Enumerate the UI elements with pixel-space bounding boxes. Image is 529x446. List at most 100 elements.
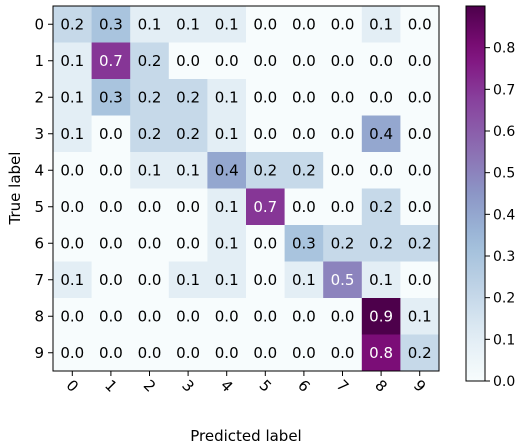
cell-value-label: 0.0	[292, 307, 316, 325]
cell-value-label: 0.0	[60, 161, 84, 179]
heatmap-cell	[91, 152, 131, 189]
x-axis-label: Predicted label	[190, 427, 301, 445]
y-tick-label: 6	[34, 234, 44, 252]
cell-value-label: 0.0	[292, 15, 316, 33]
y-axis-ticks: 0 1 2 3 4 5 6 7 8 9	[34, 15, 53, 362]
heatmap-cell	[400, 79, 440, 116]
heatmap-cell	[284, 298, 324, 335]
heatmap-cell	[53, 115, 93, 153]
cell-value-label: 0.0	[292, 52, 316, 70]
cell-value-label: 0.0	[369, 52, 393, 70]
heatmap-cell	[130, 298, 170, 335]
cell-value-label: 0.2	[292, 161, 316, 179]
cell-value-label: 0.1	[215, 125, 239, 143]
colorbar-tick-label: 0.2	[493, 291, 515, 307]
cell-value-label: 0.0	[138, 234, 162, 252]
heatmap-cell	[246, 6, 286, 43]
cell-value-label: 0.1	[176, 161, 200, 179]
heatmap-cell	[130, 334, 170, 372]
cell-value-label: 0.2	[176, 88, 200, 106]
cell-value-label: 0.0	[408, 15, 432, 33]
heatmap-cell	[323, 298, 363, 335]
cell-value-label: 0.0	[99, 234, 123, 252]
cell-value-label: 0.1	[215, 234, 239, 252]
heatmap-cell	[400, 6, 440, 43]
colorbar-tick-label: 0.1	[493, 332, 515, 348]
heatmap-cell	[323, 225, 363, 262]
cell-value-label: 0.0	[292, 125, 316, 143]
heatmap-cell	[168, 188, 208, 226]
cell-value-label: 0.2	[369, 198, 393, 216]
cell-value-label: 0.0	[253, 15, 277, 33]
y-tick-label: 8	[34, 307, 44, 325]
heatmap-cell	[207, 334, 247, 372]
cell-value-label: 0.0	[176, 52, 200, 70]
cell-value-label: 0.0	[99, 161, 123, 179]
heatmap-cell	[130, 152, 170, 189]
cell-value-label: 0.0	[99, 344, 123, 362]
heatmap-cell	[207, 225, 247, 262]
heatmap-cell	[53, 152, 93, 189]
heatmap-cell	[400, 261, 440, 299]
cell-value-label: 0.1	[60, 52, 84, 70]
cell-value-label: 0.0	[99, 307, 123, 325]
heatmap-cell	[400, 115, 440, 153]
heatmap-cell	[91, 261, 131, 299]
cell-value-label: 0.5	[331, 271, 355, 289]
heatmap-cell	[284, 79, 324, 116]
heatmap-cell	[207, 261, 247, 299]
y-tick-label: 2	[34, 88, 44, 106]
y-tick-label: 5	[34, 198, 44, 216]
colorbar-ticks: 0.0 0.1 0.2 0.3 0.4 0.5 0.6 0.7 0.8	[485, 41, 515, 390]
heatmap-cell	[361, 6, 401, 43]
cell-value-label: 0.0	[253, 125, 277, 143]
heatmap-cell	[323, 152, 363, 189]
cell-value-label: 0.0	[408, 271, 432, 289]
heatmap-cell	[284, 152, 324, 189]
heatmap-cell	[207, 42, 247, 80]
cell-value-label: 0.0	[331, 15, 355, 33]
heatmap-cell	[91, 79, 131, 116]
heatmap-cell	[400, 42, 440, 80]
heatmap-cell	[361, 188, 401, 226]
heatmap-cell	[207, 115, 247, 153]
cell-value-label: 0.0	[253, 344, 277, 362]
heatmap-cell	[168, 225, 208, 262]
cell-value-label: 0.2	[253, 161, 277, 179]
heatmap-cell	[284, 115, 324, 153]
heatmap-cell	[91, 334, 131, 372]
heatmap-cell	[246, 42, 286, 80]
heatmap-cell	[361, 225, 401, 262]
cell-value-label: 0.0	[331, 161, 355, 179]
x-tick-label: 3	[178, 376, 197, 395]
y-tick-label: 7	[34, 271, 44, 289]
x-tick-label: 2	[140, 376, 159, 395]
heatmap-cell	[361, 334, 401, 372]
cell-value-label: 0.0	[60, 198, 84, 216]
colorbar-tick-label: 0.8	[493, 41, 515, 57]
heatmap-cell	[246, 152, 286, 189]
cell-value-label: 0.0	[99, 198, 123, 216]
cell-value-label: 0.2	[408, 234, 432, 252]
cell-value-label: 0.1	[292, 271, 316, 289]
cell-value-label: 0.1	[215, 15, 239, 33]
heatmap-cell	[53, 6, 93, 43]
heatmap-cell	[323, 334, 363, 372]
cell-value-label: 0.1	[369, 271, 393, 289]
cell-value-label: 0.0	[176, 234, 200, 252]
cell-value-label: 0.0	[331, 344, 355, 362]
x-tick-label: 8	[371, 376, 390, 395]
heatmap-cell	[53, 42, 93, 80]
heatmap-cell	[91, 115, 131, 153]
heatmap-cell	[400, 188, 440, 226]
cell-value-label: 0.0	[138, 271, 162, 289]
heatmap-cell	[361, 152, 401, 189]
cell-value-label: 0.0	[408, 88, 432, 106]
heatmap-cell	[246, 261, 286, 299]
heatmap-cell	[168, 298, 208, 335]
cell-value-label: 0.0	[215, 52, 239, 70]
heatmap-cell	[207, 152, 247, 189]
colorbar-tick-label: 0.6	[493, 124, 515, 140]
